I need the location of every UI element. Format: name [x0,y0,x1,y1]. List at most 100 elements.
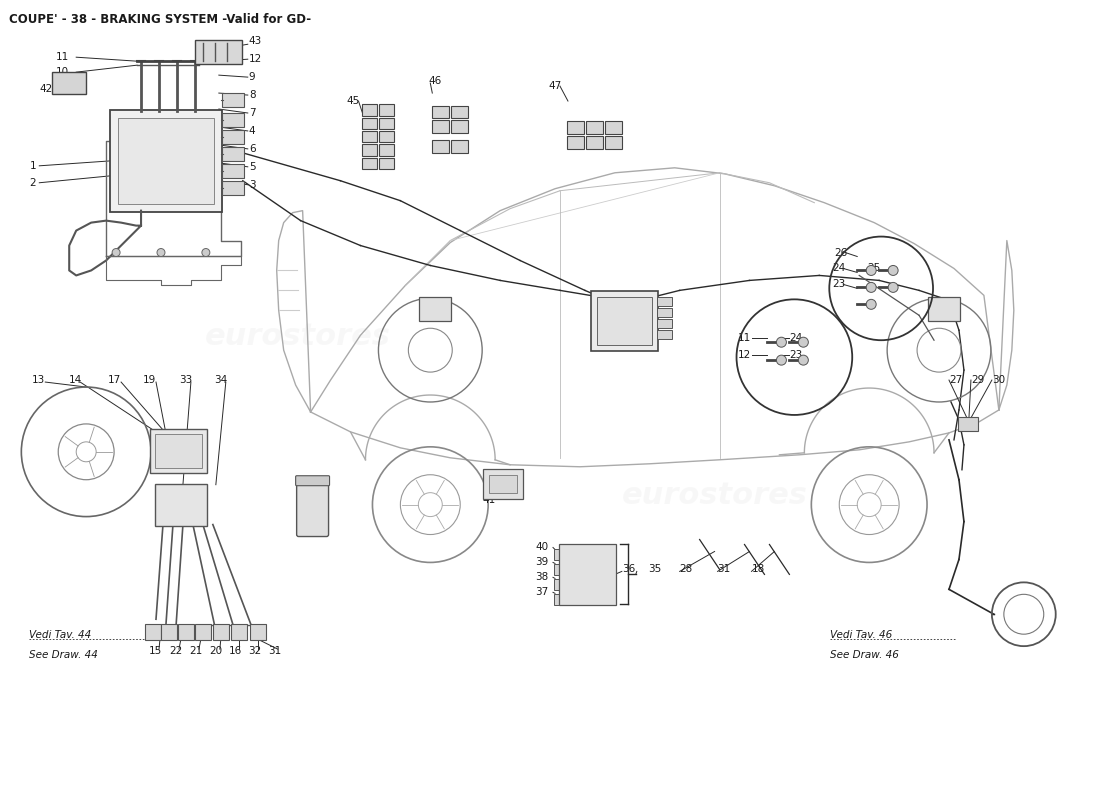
FancyBboxPatch shape [657,308,672,317]
Text: 28: 28 [680,565,693,574]
FancyBboxPatch shape [597,298,651,345]
Circle shape [866,282,877,292]
FancyBboxPatch shape [118,118,213,204]
FancyBboxPatch shape [657,297,672,306]
FancyBboxPatch shape [657,330,672,338]
Circle shape [866,266,877,275]
FancyBboxPatch shape [145,624,161,640]
Text: 10: 10 [56,67,69,77]
Text: 22: 22 [169,646,183,656]
Text: 7: 7 [249,108,255,118]
Circle shape [157,249,165,257]
FancyBboxPatch shape [379,104,395,116]
Text: 2: 2 [30,178,36,188]
Text: 44: 44 [192,126,206,136]
Text: 12: 12 [249,54,262,64]
FancyBboxPatch shape [155,484,207,526]
FancyBboxPatch shape [451,121,468,134]
FancyBboxPatch shape [451,141,468,154]
Text: 11: 11 [737,334,751,343]
FancyBboxPatch shape [586,137,604,150]
Text: 46: 46 [428,76,441,86]
FancyBboxPatch shape [296,476,330,486]
FancyBboxPatch shape [379,130,395,142]
Text: 23: 23 [790,350,803,360]
Text: 31: 31 [267,646,280,656]
Text: 13: 13 [31,375,45,385]
Circle shape [799,355,808,365]
Text: 21: 21 [189,646,202,656]
Text: 9: 9 [249,72,255,82]
Text: 14: 14 [69,375,82,385]
FancyBboxPatch shape [568,137,584,150]
Text: 24: 24 [833,263,846,274]
Text: 45: 45 [346,96,360,106]
Text: 33: 33 [179,375,192,385]
Text: 31: 31 [717,565,730,574]
Text: 43: 43 [249,36,262,46]
Text: Vedi Tav. 44: Vedi Tav. 44 [29,630,91,640]
Text: 41: 41 [482,494,495,505]
Text: 37: 37 [535,587,548,598]
FancyBboxPatch shape [379,144,395,156]
Text: 20: 20 [209,646,222,656]
Text: 36: 36 [621,565,635,574]
Text: 35: 35 [648,565,661,574]
FancyBboxPatch shape [490,474,517,493]
FancyBboxPatch shape [958,417,978,431]
Text: 5: 5 [249,162,255,172]
FancyBboxPatch shape [657,318,672,328]
FancyBboxPatch shape [222,147,244,161]
FancyBboxPatch shape [213,624,229,640]
FancyBboxPatch shape [568,122,584,134]
Text: 15: 15 [148,646,163,656]
FancyBboxPatch shape [419,298,451,322]
Text: eurostores: eurostores [621,481,807,510]
FancyBboxPatch shape [231,624,246,640]
FancyBboxPatch shape [362,118,377,130]
Circle shape [202,249,210,257]
Text: 8: 8 [249,90,255,100]
Text: See Draw. 46: See Draw. 46 [829,650,899,660]
FancyBboxPatch shape [222,130,244,144]
Text: 11: 11 [56,52,69,62]
Text: 16: 16 [229,646,242,656]
FancyBboxPatch shape [362,104,377,116]
Text: eurostores: eurostores [205,322,390,350]
Circle shape [777,338,786,347]
FancyBboxPatch shape [554,564,597,575]
Text: 40: 40 [535,542,548,553]
FancyBboxPatch shape [379,158,395,170]
Text: 32: 32 [248,646,261,656]
Text: 34: 34 [213,375,227,385]
Text: 12: 12 [737,350,751,360]
FancyBboxPatch shape [195,624,211,640]
Circle shape [866,299,877,310]
Text: COUPE' - 38 - BRAKING SYSTEM -Valid for GD-: COUPE' - 38 - BRAKING SYSTEM -Valid for … [10,14,311,26]
FancyBboxPatch shape [250,624,266,640]
FancyBboxPatch shape [432,141,449,154]
FancyBboxPatch shape [150,429,207,473]
FancyBboxPatch shape [591,291,658,351]
FancyBboxPatch shape [432,106,449,118]
Text: 25: 25 [867,263,880,274]
Text: 4: 4 [249,126,255,136]
Text: 17: 17 [108,375,121,385]
FancyBboxPatch shape [53,72,86,94]
FancyBboxPatch shape [110,110,222,212]
FancyBboxPatch shape [362,158,377,170]
FancyBboxPatch shape [178,624,194,640]
Text: 23: 23 [833,279,846,290]
FancyBboxPatch shape [586,122,604,134]
FancyBboxPatch shape [222,93,244,107]
FancyBboxPatch shape [195,40,242,64]
Text: 39: 39 [535,558,548,567]
FancyBboxPatch shape [297,478,329,537]
Text: 42: 42 [40,84,53,94]
Text: 26: 26 [834,247,847,258]
Text: 3: 3 [249,180,255,190]
Text: 6: 6 [249,144,255,154]
Text: 18: 18 [751,565,764,574]
Circle shape [777,355,786,365]
Text: 27: 27 [949,375,962,385]
